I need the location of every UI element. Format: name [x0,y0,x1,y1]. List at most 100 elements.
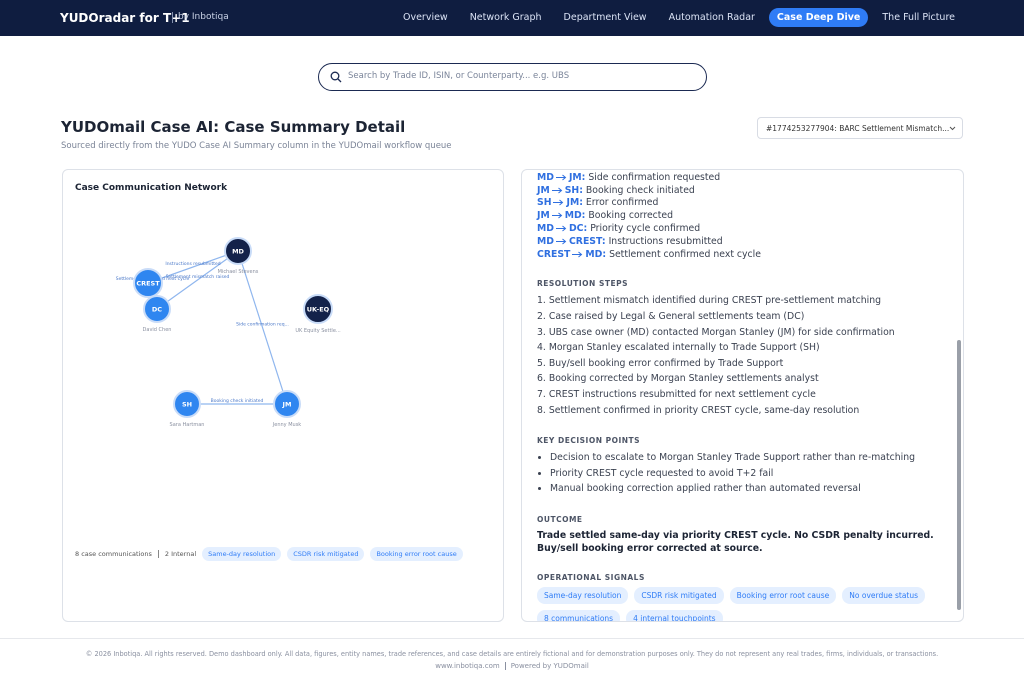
node-id: CREST [136,280,160,288]
arrow-icon [551,212,562,219]
node-id: DC [152,306,162,314]
tag-chip: Booking error root cause [370,547,463,561]
network-graph: Settlement mismatch raised Instructions r… [116,237,341,428]
section-heading: OPERATIONAL SIGNALS [537,572,645,582]
nav-link[interactable]: Department View [563,12,647,23]
arrow-icon [555,225,567,232]
edge-label: Booking check initiated [211,398,264,404]
arrow-icon [553,200,564,206]
flow-note: Error confirmed [585,197,659,209]
flow-from: MD [537,222,554,234]
nav-link[interactable]: Network Graph [469,12,542,23]
section-heading: OUTCOME [537,514,583,524]
flow-item: JM SH: Booking check initiated [537,185,952,198]
resolution-step: 5. Buy/sell booking error confirmed by T… [537,357,784,369]
flow-note: Booking check initiated [585,184,695,196]
node [224,237,252,265]
tag-chip: CSDR risk mitigated [287,547,365,561]
summary-content: DCMD:Settlement mismatch raisedMDJM:Side… [537,169,952,621]
node [303,294,333,324]
node-id: MD [232,248,244,256]
flow-from: MD [537,235,554,247]
resolution-step: 1. Settlement mismatch identified during… [537,295,882,307]
resolution-step: 8. Settlement confirmed in priority CRES… [537,404,860,416]
section-heading: RESOLUTION STEPS [537,279,628,289]
footer-site[interactable]: www.inbotiqa.com [435,662,500,670]
arrow-icon [572,251,583,257]
decision-item: Priority CREST cycle requested to avoid … [550,466,952,482]
flow-to: JM: [566,197,583,209]
edge [147,250,239,284]
nav-link[interactable]: Overview [402,12,448,23]
network-stats: 8 case communications 2 Internal Same-day… [75,547,463,561]
nav-link[interactable]: Case Deep Dive [768,8,869,27]
signal-chip: No overdue status [842,586,926,604]
flow-note: Settlement confirmed next cycle [609,248,761,260]
signal-chips: Same-day resolution CSDR risk mitigated Bo… [537,586,957,621]
flow-item: MD JM: Side confirmation requested [537,172,952,185]
decision-item: Manual booking correction applied rather… [550,481,952,497]
node-id: JM [282,401,292,409]
flow-item: MD CREST: Instructions resubmitted [537,236,952,249]
footer-links: www.inbotiqa.com Powered by YUDOmail [0,662,1024,670]
resolution-step: 4. Morgan Stanley escalated internally t… [537,342,820,354]
section-heading: KEY DECISION POINTS [537,436,641,446]
node-name: UK Equity Settle... [295,328,341,334]
footer-legal: © 2026 Inbotiqa. All rights reserved. De… [85,650,939,658]
flow-to: CREST: [568,235,606,247]
signal-chip: CSDR risk mitigated [634,586,724,604]
nav-link[interactable]: The Full Picture [882,12,955,23]
node-id: SH [182,401,192,409]
nav-bar: YUDOradar for T+1 by Inbotiqa Overview Ne… [0,0,1024,36]
flow-to: MD: [585,248,607,260]
flow-to: DC: [568,222,588,234]
chevron [949,126,956,131]
scroll-thumb[interactable] [957,340,961,610]
summary-panel: DCMD:Settlement mismatch raisedMDJM:Side… [521,169,964,622]
flow-to: SH: [564,184,583,196]
edge [237,250,288,405]
flow-from: CREST [537,248,571,260]
resolution-step: 3. UBS case owner (MD) contacted Morgan … [537,326,895,338]
panel-title: Case Communication Network [75,183,228,193]
flow-to: JM: [568,171,586,183]
nav-link[interactable]: Automation Radar [668,12,755,23]
flow-note: Side confirmation requested [588,171,721,183]
resolution-step: 7. CREST instructions resubmitted for ne… [537,388,816,400]
case-select[interactable]: #1774253277904: BARC Settlement Mismatch… [757,117,963,139]
nav-links: Overview Network Graph Department View Auto… [395,8,963,27]
search-icon [330,71,342,83]
stat-communications: 8 case communications [75,550,152,558]
edge [156,250,239,310]
flow-item: SH JM: Error confirmed [537,197,952,210]
flow-item: MD DC: Priority cycle confirmed [537,223,952,236]
search-box[interactable]: Search by Trade ID, ISIN, or Counterpart… [318,63,707,91]
footer-rule [0,638,1024,639]
case-select-text: #1774253277904: BARC Settlement Mismatch… [766,124,950,133]
flow-from: MD [537,171,554,183]
signal-chip: Booking error root cause [729,586,837,604]
flow-to: MD: [567,169,588,170]
node-name: David Chen [143,327,172,333]
node-name: Jenny Musk [272,422,302,428]
node-name: Michael Stevens [218,269,259,275]
flow-note: Instructions resubmitted [608,235,723,247]
arrow-icon [555,238,567,245]
decision-item: Decision to escalate to Morgan Stanley T… [550,450,952,466]
separator [157,550,159,558]
node [173,390,201,418]
node [273,390,301,418]
flow-to: MD: [564,210,586,222]
flow-from: SH [537,197,552,209]
edge-label: Instructions resubmitted [165,261,220,267]
stat-internal: 2 Internal [164,550,197,558]
arrow-icon [551,187,562,193]
node [143,295,171,323]
node [133,268,163,298]
flow-item: JM MD: Booking corrected [537,210,952,223]
decision-list: Decision to escalate to Morgan Stanley T… [537,450,952,497]
page-subtitle: Sourced directly from the YUDO Case AI S… [61,141,452,151]
arrow-icon [555,174,567,181]
edge-label: Side confirmation req... [236,322,289,328]
